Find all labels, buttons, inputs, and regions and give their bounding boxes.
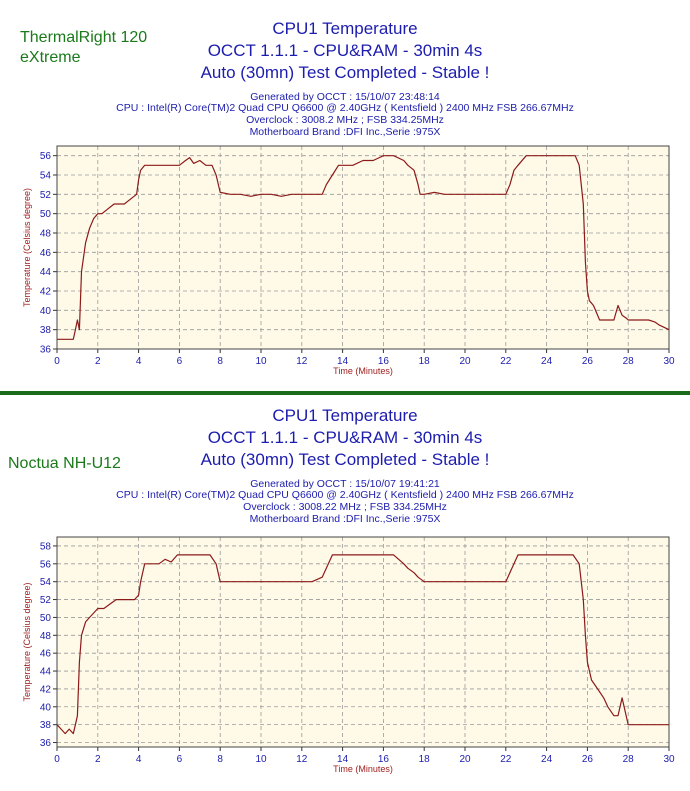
series-line [57, 155, 670, 340]
chart-subtitle: OCCT 1.1.1 - CPU&RAM - 30min 4s [207, 428, 483, 447]
temperature-chart: 0 2 4 6 8 10 12 14 16 18 20 22 24 26 28 303638404244464… [22, 145, 675, 376]
generated-info: Generated by OCCT : 15/10/07 23:48:14 [250, 91, 440, 103]
x-tick-label: 28 [623, 754, 635, 765]
chart-panel-top: ThermalRight 120 eXtreme CPU1 Temperatur… [0, 0, 690, 391]
x-tick-label: 18 [419, 754, 431, 765]
x-tick-label: 20 [459, 754, 471, 765]
x-tick-label: 2 [95, 754, 101, 765]
y-tick-label: 48 [40, 229, 52, 240]
motherboard-info: Motherboard Brand :DFI Inc.,Serie :975X [249, 126, 441, 138]
y-tick-label: 36 [40, 738, 52, 749]
x-tick-label: 10 [255, 754, 267, 765]
y-tick-label: 38 [40, 325, 52, 336]
motherboard-info: Motherboard Brand :DFI Inc.,Serie :975X [249, 513, 441, 525]
x-tick-label: 16 [378, 356, 390, 367]
x-axis-title: Time (Minutes) [333, 366, 393, 376]
plot-frame [56, 145, 670, 350]
series-line [56, 554, 669, 735]
x-tick-label: 6 [177, 754, 183, 765]
y-tick-label: 50 [40, 613, 52, 624]
y-tick-label: 52 [40, 190, 52, 201]
plot-area [57, 537, 669, 747]
x-tick-label: 22 [500, 754, 512, 765]
overclock-info: Overclock : 3008.22 MHz ; FSB 334.25MHz [243, 501, 447, 513]
x-tick-label: 4 [136, 356, 142, 367]
x-tick-label: 12 [296, 754, 308, 765]
x-tick-label: 14 [337, 356, 349, 367]
x-tick-label: 28 [623, 356, 635, 367]
temperature-chart: 0 2 4 6 8 10 12 14 16 18 20 22 24 26 28 303638404244464… [22, 536, 675, 774]
x-tick-label: 2 [95, 356, 101, 367]
x-tick-label: 20 [459, 356, 471, 367]
y-tick-label: 50 [40, 209, 52, 220]
x-tick-label: 0 [54, 356, 60, 367]
x-tick-label: 6 [177, 356, 183, 367]
y-tick-label: 36 [40, 345, 52, 356]
y-tick-label: 42 [40, 684, 52, 695]
y-tick-label: 44 [40, 267, 52, 278]
x-tick-label: 14 [337, 754, 349, 765]
cooler-label: Noctua NH-U12 [8, 455, 121, 472]
chart-subtitle: OCCT 1.1.1 - CPU&RAM - 30min 4s [207, 41, 483, 60]
x-tick-label: 8 [217, 754, 223, 765]
x-tick-label: 8 [217, 356, 223, 367]
x-tick-label: 24 [541, 356, 553, 367]
y-tick-label: 58 [40, 541, 52, 552]
y-tick-label: 56 [40, 559, 52, 570]
y-tick-label: 56 [40, 151, 52, 162]
y-tick-label: 52 [40, 595, 52, 606]
divider [0, 391, 690, 395]
generated-info: Generated by OCCT : 15/10/07 19:41:21 [250, 478, 440, 490]
chart-title: CPU1 Temperature [272, 406, 418, 425]
y-tick-label: 54 [40, 577, 52, 588]
y-axis-title: Temperature (Celsius degree) [22, 188, 32, 307]
x-tick-label: 0 [54, 754, 60, 765]
x-tick-label: 16 [378, 754, 390, 765]
y-tick-label: 46 [40, 248, 52, 259]
y-tick-label: 40 [40, 306, 52, 317]
y-tick-label: 48 [40, 631, 52, 642]
x-tick-label: 18 [419, 356, 431, 367]
chart-panel-bottom: Noctua NH-U12 CPU1 Temperature OCCT 1.1.… [0, 396, 690, 791]
y-axis-title: Temperature (Celsius degree) [22, 582, 32, 701]
cpu-info: CPU : Intel(R) Core(TM)2 Quad CPU Q6600 … [116, 489, 574, 501]
x-tick-label: 26 [582, 754, 594, 765]
test-status: Auto (30mn) Test Completed - Stable ! [200, 450, 490, 469]
x-tick-label: 30 [663, 356, 675, 367]
x-tick-label: 24 [541, 754, 553, 765]
cooler-label: ThermalRight 120 eXtreme [20, 29, 148, 66]
x-tick-label: 10 [255, 356, 267, 367]
overclock-info: Overclock : 3008.2 MHz ; FSB 334.25MHz [246, 114, 444, 126]
chart-title: CPU1 Temperature [272, 19, 418, 38]
y-tick-label: 44 [40, 667, 52, 678]
test-status: Auto (30mn) Test Completed - Stable ! [200, 63, 490, 82]
x-tick-label: 22 [500, 356, 512, 367]
x-axis-title: Time (Minutes) [333, 764, 393, 774]
x-tick-label: 30 [663, 754, 675, 765]
y-tick-label: 54 [40, 171, 52, 182]
x-tick-label: 26 [582, 356, 594, 367]
x-tick-label: 12 [296, 356, 308, 367]
x-tick-label: 4 [136, 754, 142, 765]
y-tick-label: 40 [40, 702, 52, 713]
y-tick-label: 38 [40, 720, 52, 731]
y-tick-label: 42 [40, 287, 52, 298]
cpu-info: CPU : Intel(R) Core(TM)2 Quad CPU Q6600 … [116, 102, 574, 114]
y-tick-label: 46 [40, 649, 52, 660]
plot-frame [56, 536, 670, 748]
plot-area [57, 146, 669, 349]
